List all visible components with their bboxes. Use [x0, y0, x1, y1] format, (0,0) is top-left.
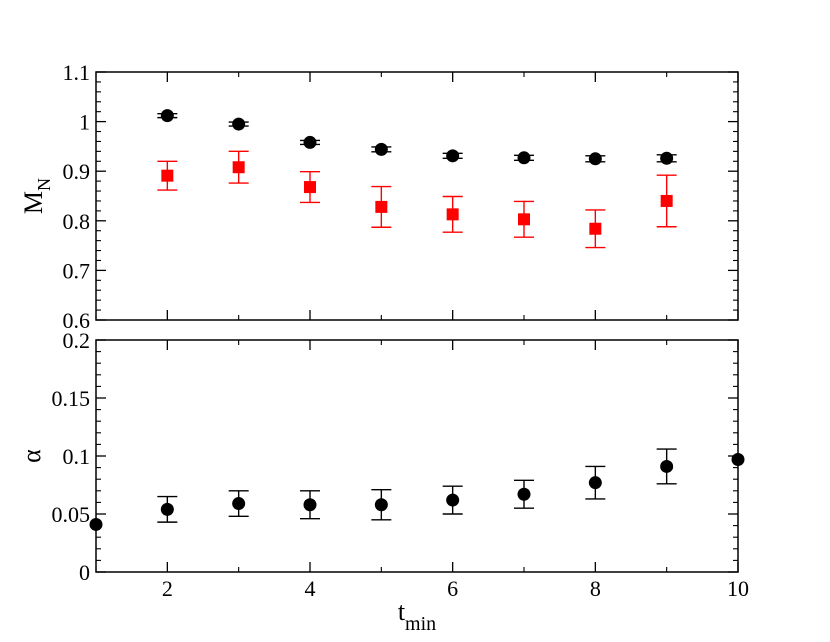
bottom-y-tick-label: 0.05 — [52, 502, 91, 527]
top-data-point-circle — [660, 151, 674, 165]
top-data-point-square — [304, 181, 316, 194]
bottom-y-tick-label: 0.15 — [52, 386, 91, 411]
bottom-y-tick-label: 0 — [79, 560, 90, 585]
top-y-tick-label: 0.7 — [63, 258, 91, 283]
x-tick-label: 6 — [447, 576, 458, 601]
top-data-point-circle — [517, 151, 531, 165]
top-data-point-square — [375, 200, 388, 213]
top-y-tick-label: 0.8 — [63, 209, 91, 234]
x-axis-label-sub: min — [405, 613, 436, 635]
top-data-point-square — [518, 213, 530, 226]
top-data-point-circle — [588, 152, 602, 166]
top-data-point-square — [660, 194, 673, 207]
top-data-point-circle — [232, 117, 246, 131]
top-data-point-circle — [446, 149, 460, 163]
top-y-axis-label-main: M — [19, 191, 48, 214]
top-y-axis-label: MN — [19, 178, 54, 214]
x-tick-label: 2 — [162, 576, 173, 601]
top-y-tick-label: 0.9 — [63, 159, 91, 184]
top-y-tick-label: 0.6 — [63, 308, 91, 333]
top-y-tick-label: 1 — [79, 110, 90, 135]
top-plot-frame — [95, 71, 739, 321]
bottom-y-tick-label: 0.1 — [63, 444, 91, 469]
x-axis-label: tmin — [398, 597, 436, 635]
top-data-point-circle — [303, 135, 317, 149]
bottom-data-point-circle — [160, 502, 174, 516]
bottom-data-point-circle — [660, 459, 674, 473]
top-data-point-square — [589, 222, 602, 235]
bottom-plot-frame — [95, 339, 739, 573]
x-axis-label-main: t — [398, 597, 406, 626]
bottom-ticks — [95, 339, 739, 573]
bottom-y-tick-labels: 0 0.05 0.1 0.15 0.2 — [52, 328, 91, 585]
bottom-y-axis-label: α — [17, 449, 46, 463]
top-data-point-square — [161, 169, 174, 182]
bottom-data-point-circle — [374, 498, 388, 512]
top-y-axis-label-sub: N — [34, 178, 54, 191]
bottom-data-point-circle — [232, 497, 246, 511]
bottom-series-circles — [89, 448, 745, 531]
top-series — [157, 109, 677, 249]
top-series-squares — [157, 150, 677, 249]
bottom-data-point-circle — [446, 493, 460, 507]
bottom-x-tick-labels: 2 4 6 8 10 — [162, 576, 749, 601]
x-tick-label: 4 — [305, 576, 316, 601]
x-tick-label: 8 — [590, 576, 601, 601]
top-series-circles — [157, 109, 677, 166]
top-data-point-circle — [160, 109, 174, 123]
bottom-data-point-circle — [588, 476, 602, 490]
top-y-tick-labels: 0.6 0.7 0.8 0.9 1 1.1 — [63, 60, 91, 333]
top-panel: 0.6 0.7 0.8 0.9 1 1.1 MN — [19, 60, 739, 333]
bottom-y-tick-label: 0.2 — [63, 328, 91, 353]
bottom-panel: 0 0.05 0.1 0.15 0.2 2 4 6 8 10 α tmin — [17, 328, 749, 635]
bottom-data-point-circle — [303, 498, 317, 512]
bottom-data-point-circle — [517, 487, 531, 501]
x-tick-label: 10 — [727, 576, 749, 601]
top-y-tick-label: 1.1 — [63, 60, 91, 85]
bottom-series — [89, 448, 745, 531]
top-ticks — [95, 71, 739, 321]
top-data-point-circle — [374, 142, 388, 156]
top-data-point-square — [232, 161, 245, 174]
top-data-point-square — [446, 208, 459, 221]
